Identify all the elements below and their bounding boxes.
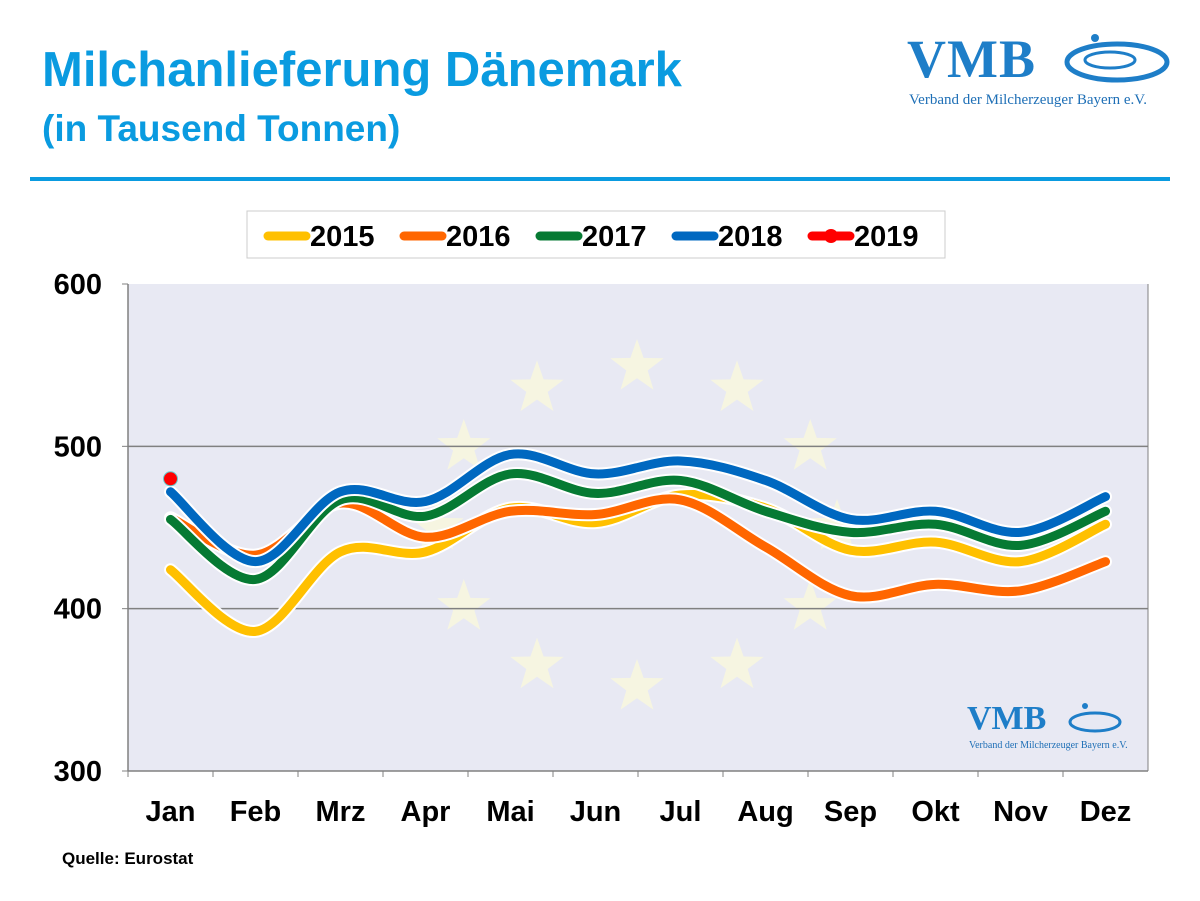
- eu-star-icon: [610, 339, 664, 390]
- eu-star-icon: [710, 360, 764, 412]
- eu-star-icon: [437, 579, 491, 630]
- eu-star-icon: [510, 637, 564, 689]
- legend-label-2017: 2017: [582, 221, 647, 253]
- legend-marker-2019: [824, 229, 838, 243]
- x-tick-label: Aug: [737, 796, 793, 828]
- logo-tagline: Verband der Milcherzeuger Bayern e.V.: [909, 92, 1147, 108]
- eu-star-icon: [783, 579, 837, 630]
- y-tick-label: 600: [54, 269, 102, 301]
- logo-swirl-icon: [1064, 34, 1170, 83]
- y-tick-label: 300: [54, 756, 102, 788]
- y-tick-label: 400: [54, 594, 102, 626]
- legend-label-2015: 2015: [310, 221, 375, 253]
- watermark-tagline: Verband der Milcherzeuger Bayern e.V.: [969, 740, 1128, 751]
- x-tick-label: Jul: [660, 796, 702, 828]
- x-tick-label: Mai: [486, 796, 534, 828]
- eu-star-icon: [783, 419, 837, 470]
- title-divider: [30, 177, 1170, 181]
- series-2019-point: [163, 471, 178, 487]
- page-title: Milchanlieferung Dänemark: [42, 43, 682, 97]
- series-2015-line: [166, 490, 1110, 636]
- x-tick-label: Nov: [993, 796, 1048, 828]
- y-tick-label: 500: [54, 431, 102, 463]
- series-2018-line: [166, 449, 1110, 567]
- legend-label-2016: 2016: [446, 221, 511, 253]
- eu-star-icon: [437, 419, 491, 470]
- eu-star-icon: [410, 499, 464, 550]
- x-tick-label: Feb: [230, 796, 282, 828]
- series-2017-line: [166, 469, 1110, 584]
- x-tick-label: Dez: [1080, 796, 1132, 828]
- x-tick-label: Jan: [146, 796, 196, 828]
- x-tick-label: Mrz: [316, 796, 366, 828]
- x-tick-label: Jun: [570, 796, 622, 828]
- page-subtitle: (in Tausend Tonnen): [42, 108, 401, 149]
- watermark-swirl-icon: [1068, 703, 1122, 733]
- legend-label-2018: 2018: [718, 221, 783, 253]
- x-tick-label: Sep: [824, 796, 877, 828]
- legend-label-2019: 2019: [854, 221, 919, 253]
- x-tick-label: Apr: [401, 796, 451, 828]
- eu-star-icon: [610, 659, 664, 710]
- eu-star-icon: [710, 637, 764, 689]
- x-tick-label: Okt: [911, 796, 960, 828]
- source-note: Quelle: Eurostat: [62, 849, 194, 868]
- vmb-watermark-logo: VMB Verband der Milcherzeuger Bayern e.V…: [965, 700, 1135, 760]
- logo-text: VMB: [907, 29, 1036, 89]
- watermark-logo-text: VMB: [967, 700, 1047, 737]
- eu-star-icon: [510, 360, 564, 412]
- vmb-logo: VMB Verband der Milcherzeuger Bayern e.V…: [905, 29, 1175, 120]
